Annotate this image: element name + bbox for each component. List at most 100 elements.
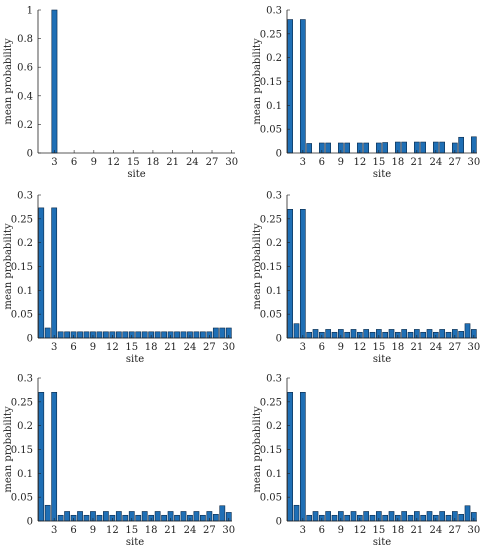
bar-site-22 [174,514,180,522]
y-tick-label: 0.15 [11,262,33,273]
bar-site-5 [312,511,319,522]
bar-site-10 [344,142,351,154]
bar-site-20 [407,514,414,522]
y-axis-label: mean probability [3,406,14,493]
bar-site-4 [57,331,64,339]
y-tick-label: 0.2 [266,421,282,432]
y-tick-label: 0.25 [260,29,282,40]
x-axis-label: site [373,354,391,365]
x-tick-label: 6 [70,342,76,353]
x-tick-label: 18 [391,342,404,353]
bar-site-13 [363,329,370,339]
x-tick-label: 6 [319,342,325,353]
bar-site-2 [293,323,300,339]
bar-site-1 [287,19,294,154]
bar-site-4 [306,514,313,522]
bar-site-5 [64,511,70,522]
bar-site-16 [382,331,389,339]
bar-site-20 [161,331,167,339]
y-tick-label: 0.2 [17,421,33,432]
bar-site-22 [174,331,180,339]
bar-site-16 [135,331,142,339]
x-axis-label: site [373,537,391,548]
bar-site-26 [200,514,206,522]
chart-panel-6: 0 0.05 0.1 0.15 0.2 0.25 0.3 3 6 9 12 15 18 21 24 27 30 s… [252,374,480,549]
x-tick-label: 15 [372,525,385,536]
bar-site-23 [180,511,187,522]
y-tick-label: 0.25 [11,397,33,408]
x-tick-label: 24 [429,525,442,536]
x-tick-label: 30 [225,157,238,168]
bar-site-2 [293,504,300,522]
bar-site-23 [426,511,433,522]
y-axis-label: mean probability [252,223,263,310]
x-tick-label: 15 [125,525,138,536]
bar-site-14 [369,331,376,339]
x-tick-label: 12 [107,157,120,168]
x-tick-label: 9 [90,525,96,536]
x-tick-label: 15 [127,157,140,168]
y-tick-label: 0.1 [17,286,33,297]
bar-site-20 [161,514,167,522]
x-axis-label: site [126,354,144,365]
x-tick-label: 6 [319,525,325,536]
x-tick-label: 30 [467,157,480,168]
bar-site-4 [306,331,313,339]
y-tick-label: 0.2 [266,53,282,64]
y-tick-label: 0.1 [266,101,282,112]
x-tick-label: 24 [184,342,197,353]
bar-site-16 [382,142,389,154]
bar-site-11 [103,331,109,339]
x-tick-label: 24 [186,157,199,168]
bar-site-1 [287,391,294,522]
x-tick-label: 6 [70,525,76,536]
bar-site-2 [44,327,51,339]
bar-site-25 [439,329,446,339]
x-axis-label: site [373,169,391,180]
y-tick-label: 0.2 [266,238,282,249]
x-tick-label: 3 [300,525,306,536]
bar-site-7 [77,511,83,522]
bar-site-10 [96,331,103,339]
y-tick-label: 0.3 [17,191,33,202]
bar-site-29 [219,505,226,522]
bar-site-29 [219,327,226,339]
bar-site-3 [299,391,306,522]
x-tick-label: 21 [410,342,423,353]
x-tick-label: 21 [410,157,423,168]
bar-site-19 [401,329,408,339]
y-tick-label: 0.15 [260,262,282,273]
bar-site-1 [38,207,45,339]
bar-site-7 [77,331,83,339]
y-tick-label: 0.2 [17,120,33,131]
bar-site-3 [51,391,58,522]
x-tick-label: 21 [164,342,177,353]
x-tick-label: 30 [222,342,235,353]
bar-site-1 [287,209,294,339]
y-tick-label: 0 [276,149,282,160]
bar-site-10 [96,514,103,522]
y-tick-label: 0.05 [260,125,282,136]
x-tick-label: 3 [51,157,57,168]
bar-site-17 [388,511,395,522]
y-tick-label: 0.2 [17,238,33,249]
bar-site-22 [420,514,427,522]
x-tick-label: 15 [372,342,385,353]
chart-panel-1: 0 0.2 0.4 0.6 0.8 1 3 6 9 12 15 18 21 24 27 30 site mean … [3,6,238,181]
bar-site-5 [312,329,319,339]
y-tick-label: 0.6 [17,63,33,74]
y-tick-label: 0.05 [260,310,282,321]
y-tick-label: 1 [27,6,33,17]
bar-site-7 [325,142,332,154]
bar-site-22 [420,141,427,154]
bar-site-10 [344,514,351,522]
bar-site-17 [141,331,148,339]
bar-site-20 [407,331,414,339]
bar-site-10 [344,331,351,339]
y-tick-label: 0.4 [17,91,33,102]
x-tick-label: 9 [91,157,97,168]
bar-site-17 [141,511,148,522]
bar-site-26 [445,331,452,339]
y-tick-label: 0.3 [266,191,282,202]
